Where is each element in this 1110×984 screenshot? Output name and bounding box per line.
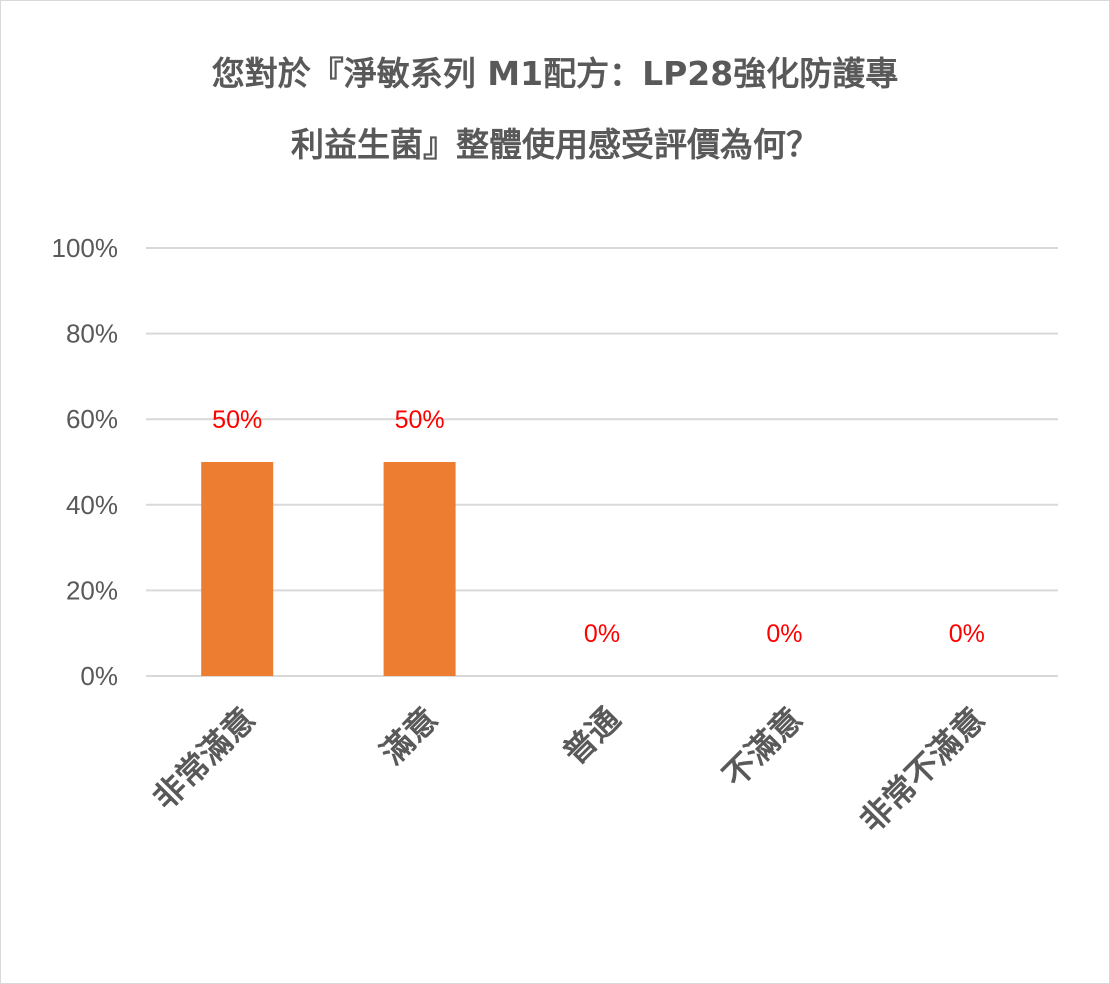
x-tick-label: 非常不滿意	[852, 700, 992, 840]
y-tick-label: 100%	[52, 233, 119, 263]
data-label: 0%	[949, 620, 985, 648]
y-tick-label: 60%	[66, 404, 118, 434]
y-tick-label: 0%	[80, 661, 118, 691]
y-tick-label: 80%	[66, 319, 118, 349]
data-label: 50%	[395, 406, 445, 434]
data-label: 50%	[212, 406, 262, 434]
bar	[201, 462, 274, 676]
y-tick-label: 40%	[66, 490, 118, 520]
bar	[383, 462, 456, 676]
x-tick-label: 普通	[556, 700, 628, 772]
chart-title-line-2: 利益生菌』整體使用感受評價為何？	[291, 125, 819, 164]
x-tick-label: 不滿意	[715, 700, 810, 795]
y-tick-label: 20%	[66, 575, 118, 605]
chart-title-line-1: 您對於『淨敏系列 M1配方：LP28強化防護專	[212, 54, 898, 93]
x-tick-label: 滿意	[373, 700, 445, 772]
data-label: 0%	[584, 620, 620, 648]
data-label: 0%	[766, 620, 802, 648]
x-tick-label: 非常滿意	[145, 700, 262, 817]
